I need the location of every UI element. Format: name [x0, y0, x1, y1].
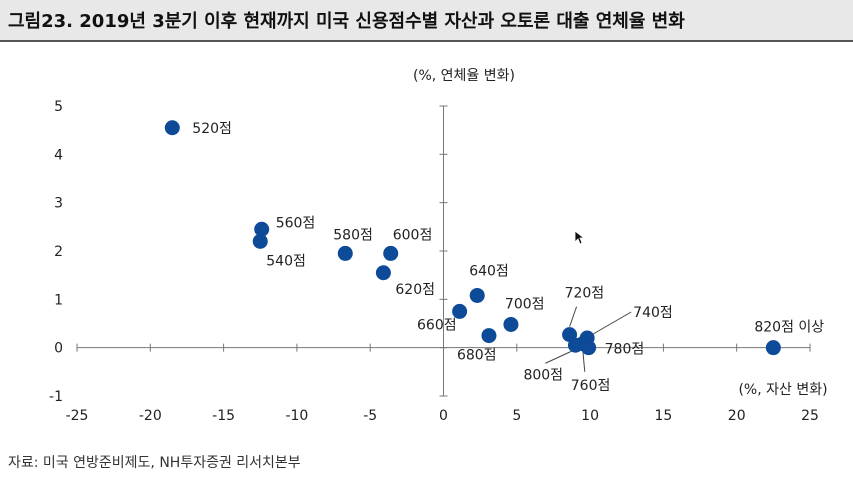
data-point: [481, 328, 497, 344]
mouse-cursor-icon: [574, 230, 586, 245]
point-label: 640점: [469, 263, 509, 279]
y-tick-label: 3: [54, 196, 63, 212]
data-points: [164, 120, 781, 356]
title-bar: 그림23. 2019년 3분기 이후 현재까지 미국 신용점수별 자산과 오토론…: [0, 0, 853, 40]
x-tick-label: -15: [212, 408, 235, 424]
source-note: 자료: 미국 연방준비제도, NH투자증권 리서치본부: [8, 455, 301, 471]
point-label: 720점: [565, 286, 605, 302]
y-tick-label: 4: [54, 147, 63, 163]
y-tick-labels: 5 4 3 2 1 0 -1: [49, 99, 63, 405]
y-axis-label: (%, 연체율 변화): [413, 68, 515, 84]
data-point: [164, 120, 180, 136]
data-point: [581, 340, 597, 356]
y-tick-marks: [439, 105, 448, 397]
point-label: 620점: [395, 282, 435, 298]
data-point: [254, 221, 270, 237]
x-tick-label: 0: [439, 408, 448, 424]
data-point: [567, 337, 583, 353]
x-tick-label: -5: [363, 408, 377, 424]
x-tick-label: -20: [139, 408, 162, 424]
point-label: 700점: [505, 296, 545, 312]
data-point: [375, 265, 391, 281]
data-point: [383, 245, 399, 261]
data-point: [452, 303, 468, 319]
point-label: 660점: [417, 317, 457, 333]
y-tick-label: 0: [54, 341, 63, 357]
point-label: 800점: [523, 367, 563, 383]
x-tick-label: -10: [285, 408, 308, 424]
point-label: 540점: [266, 253, 306, 269]
point-label: 740점: [633, 305, 673, 321]
y-tick-label: 5: [54, 99, 63, 115]
leader-line: [569, 306, 578, 327]
leader-line: [592, 311, 632, 335]
page-title: 그림23. 2019년 3분기 이후 현재까지 미국 신용점수별 자산과 오토론…: [8, 11, 685, 32]
x-tick-label: -25: [66, 408, 89, 424]
x-tick-label: 10: [581, 408, 599, 424]
x-tick-label: 25: [801, 408, 819, 424]
y-tick-label: 2: [54, 244, 63, 260]
data-point: [469, 287, 485, 303]
title-divider: [0, 40, 853, 42]
x-tick-label: 15: [654, 408, 672, 424]
point-label: 560점: [276, 215, 316, 231]
data-point: [252, 233, 268, 249]
x-tick-labels: -25 -20 -15 -10 -5 0 5 10 15 20 25: [66, 408, 819, 424]
data-point: [503, 316, 519, 332]
point-label: 680점: [457, 348, 497, 364]
x-tick-label: 20: [728, 408, 746, 424]
point-label: 820점 이상: [754, 320, 824, 336]
data-point: [765, 340, 781, 356]
data-point: [337, 245, 353, 261]
point-label: 760점: [571, 378, 611, 394]
point-label: 520점: [192, 121, 232, 137]
point-label: 580점: [333, 227, 373, 243]
y-tick-label: 1: [54, 292, 63, 308]
y-tick-label: -1: [49, 389, 63, 405]
leader-lines: [545, 306, 632, 372]
point-label: 780점: [605, 342, 645, 358]
x-tick-label: 5: [512, 408, 521, 424]
point-label: 600점: [393, 227, 433, 243]
x-axis-label: (%, 자산 변화): [738, 382, 827, 398]
leader-line: [545, 350, 572, 364]
leader-line: [582, 349, 586, 372]
